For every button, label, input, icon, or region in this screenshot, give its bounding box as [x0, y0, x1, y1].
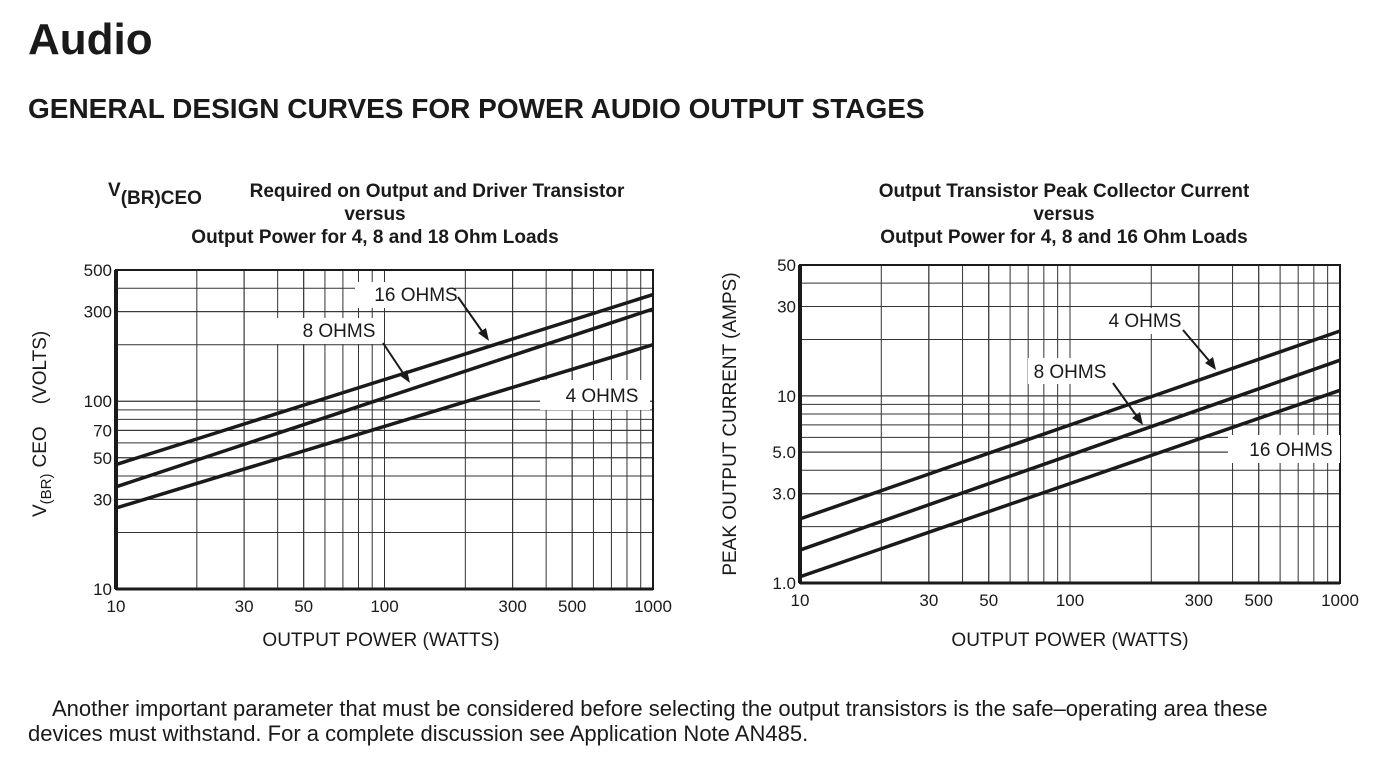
x-tick-label: 50 — [294, 597, 313, 616]
x-tick-label: 300 — [498, 597, 526, 616]
x-tick-label: 30 — [235, 597, 254, 616]
chart-title-symbol: V(BR)CEO — [108, 180, 202, 209]
x-axis-label: OUTPUT POWER (WATTS) — [262, 630, 499, 651]
series-label: 4 OHMS — [566, 386, 639, 407]
y-tick-label: 100 — [84, 392, 112, 411]
chart-title: Required on Output and Driver Transistor — [250, 181, 625, 202]
paragraph-line: Another important parameter that must be… — [52, 696, 1268, 721]
series-label: 4 OHMS — [1109, 311, 1182, 332]
symbol: V — [108, 180, 121, 201]
y-axis-label: V(BR) CEO (VOLTS) — [30, 331, 55, 517]
x-tick-label: 30 — [919, 591, 938, 610]
series-line — [799, 358, 1341, 552]
x-tick-label: 100 — [1056, 591, 1084, 610]
page-subtitle: GENERAL DESIGN CURVES FOR POWER AUDIO OU… — [28, 93, 925, 124]
page-title: Audio — [28, 15, 153, 64]
label-bg — [1228, 435, 1340, 463]
x-tick-label: 10 — [791, 591, 810, 610]
chart-title: Output Transistor Peak Collector Current — [879, 181, 1250, 202]
label-bg — [277, 318, 377, 344]
y-tick-label: 3.0 — [772, 485, 796, 504]
chart-title: Output Power for 4, 8 and 18 Ohm Loads — [191, 227, 558, 248]
series-line — [115, 307, 654, 489]
series-line — [799, 388, 1341, 579]
series-label: 16 OHMS — [1249, 440, 1332, 461]
arrow-head — [478, 328, 489, 341]
paragraph-line: devices must withstand. For a complete d… — [28, 721, 808, 746]
x-tick-label: 1000 — [634, 597, 672, 616]
x-axis-label: OUTPUT POWER (WATTS) — [951, 630, 1188, 651]
chart-title: versus — [344, 204, 405, 225]
label-bg — [1100, 308, 1190, 334]
y-tick-label: 30 — [93, 490, 112, 509]
y-tick-label: 5.0 — [772, 443, 796, 462]
series-line — [115, 343, 654, 510]
y-tick-label: 70 — [93, 421, 112, 440]
symbol-sub: (BR)CEO — [121, 188, 202, 209]
x-tick-label: 1000 — [1321, 591, 1359, 610]
arrow-head — [1205, 357, 1216, 370]
arrow — [457, 296, 485, 335]
x-tick-label: 500 — [558, 597, 586, 616]
x-tick-label: 100 — [370, 597, 398, 616]
y-label-part: (VOLTS) — [30, 331, 51, 405]
x-tick-label: 10 — [107, 597, 126, 616]
series-label: 8 OHMS — [303, 321, 376, 342]
annotations — [277, 282, 1340, 463]
y-tick-label: 10 — [93, 580, 112, 599]
y-axis-label: PEAK OUTPUT CURRENT (AMPS) — [720, 272, 741, 575]
y-tick-label: 10 — [777, 387, 796, 406]
y-tick-label: 1.0 — [772, 574, 796, 593]
x-tick-label: 300 — [1185, 591, 1213, 610]
series-line — [799, 329, 1341, 521]
label-bg — [355, 282, 455, 308]
arrow — [1182, 329, 1212, 364]
series-line — [115, 292, 654, 467]
label-bg — [540, 380, 650, 410]
series-label: 8 OHMS — [1034, 362, 1107, 383]
label-bg — [1028, 358, 1114, 384]
y-tick-label: 300 — [84, 303, 112, 322]
x-tick-label: 50 — [979, 591, 998, 610]
chart-title: versus — [1033, 204, 1094, 225]
y-tick-label: 500 — [84, 261, 112, 280]
plots: 10 30 50 100 300 500 1000 10 30 50 70 100 300 500 10 30… — [84, 256, 1359, 616]
arrow — [1112, 382, 1139, 419]
y-tick-label: 50 — [93, 449, 112, 468]
arrow-head — [1132, 412, 1143, 425]
series-label: 16 OHMS — [374, 285, 457, 306]
y-label-part: CEO — [30, 426, 51, 467]
chart-title: Output Power for 4, 8 and 16 Ohm Loads — [880, 227, 1247, 248]
arrow-head — [399, 370, 410, 383]
x-tick-label: 500 — [1245, 591, 1273, 610]
y-tick-label: 50 — [777, 256, 796, 275]
y-tick-label: 30 — [777, 298, 796, 317]
y-label-part: V — [30, 504, 51, 517]
y-label-part: (BR) — [38, 473, 55, 504]
arrow — [382, 342, 406, 377]
